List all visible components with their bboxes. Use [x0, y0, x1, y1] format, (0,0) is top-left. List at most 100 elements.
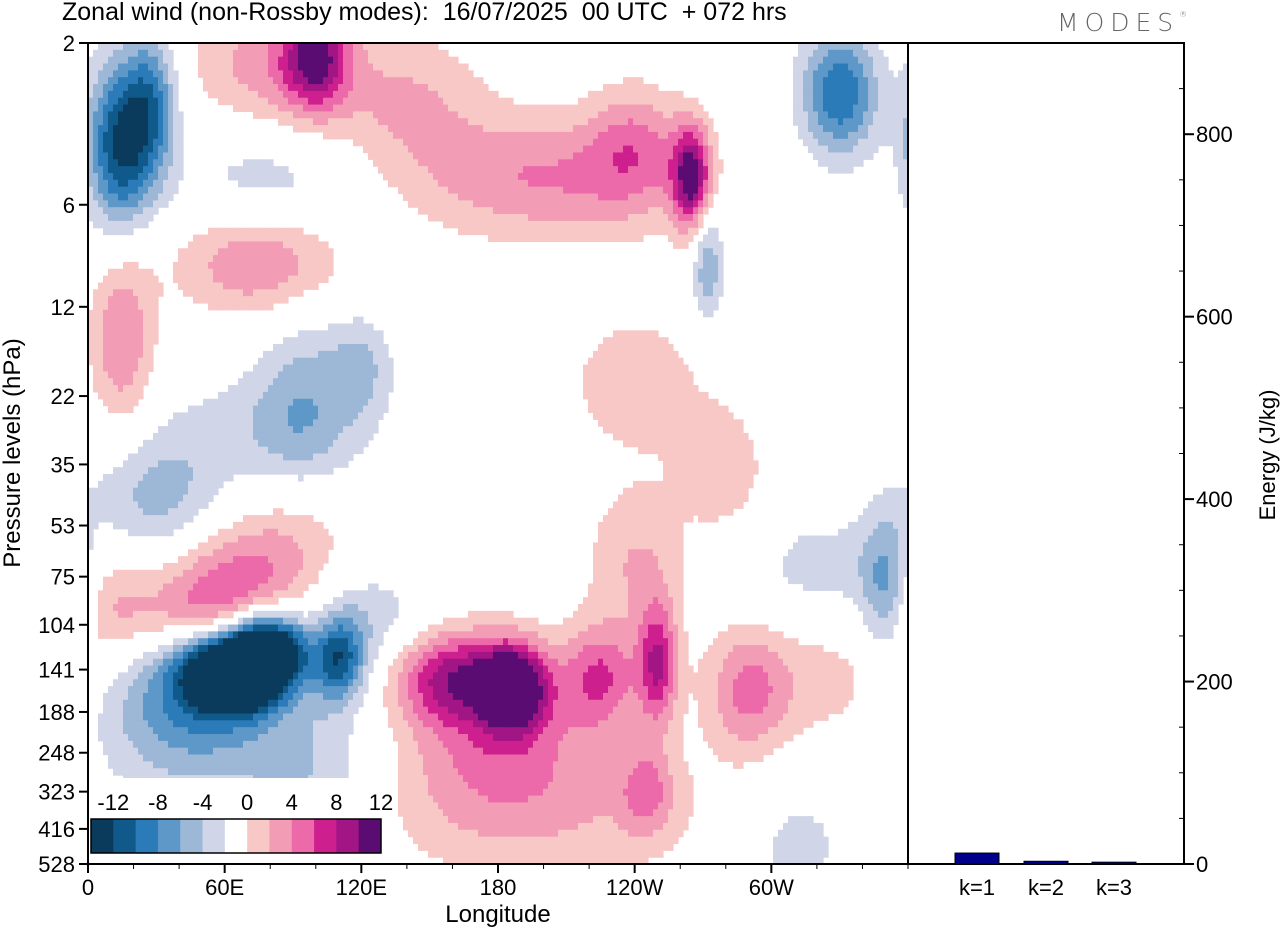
heatmap-cell [663, 214, 669, 222]
heatmap-cell [133, 487, 139, 496]
heatmap-cell [308, 364, 314, 372]
heatmap-cell [198, 296, 204, 304]
heatmap-cell [238, 248, 244, 256]
heatmap-cell [273, 357, 279, 366]
heatmap-cell [698, 508, 704, 516]
heatmap-cell [528, 172, 534, 181]
heatmap-cell [578, 104, 584, 113]
heatmap-cell [153, 508, 159, 516]
heatmap-cell [318, 432, 324, 441]
heatmap-cell [698, 412, 704, 420]
heatmap-cell [393, 145, 399, 154]
heatmap-cell [558, 125, 564, 133]
heatmap-cell [623, 159, 629, 167]
heatmap-cell [693, 453, 699, 461]
heatmap-cell [533, 159, 539, 167]
heatmap-cell [188, 426, 194, 434]
heatmap-cell [663, 166, 669, 174]
heatmap-cell [818, 77, 824, 85]
heatmap-cell [133, 391, 139, 400]
heatmap-cell [513, 104, 519, 113]
heatmap-cell [713, 282, 719, 290]
heatmap-cell [493, 220, 499, 229]
heatmap-cell [148, 56, 154, 65]
heatmap-cell [198, 405, 204, 414]
heatmap-cell [353, 378, 359, 386]
heatmap-cell [648, 145, 654, 154]
heatmap-cell [503, 227, 509, 236]
heatmap-cell [353, 111, 359, 119]
heatmap-cell [193, 453, 199, 461]
heatmap-cell [708, 398, 714, 407]
heatmap-cell [818, 159, 824, 167]
heatmap-cell [283, 398, 289, 407]
heatmap-cell [328, 56, 334, 65]
heatmap-cell [668, 200, 674, 208]
heatmap-cell [848, 49, 854, 58]
heatmap-cell [253, 296, 259, 304]
heatmap-cell [338, 56, 344, 65]
heatmap-cell [213, 419, 219, 427]
heatmap-cell [413, 84, 419, 92]
heatmap-cell [648, 487, 654, 496]
heatmap-cell [458, 193, 464, 201]
heatmap-cell [143, 460, 149, 468]
heatmap-cell [453, 90, 459, 99]
heatmap-cell [503, 104, 509, 113]
heatmap-cell [488, 193, 494, 201]
heatmap-cell [678, 186, 684, 195]
heatmap-cell [658, 172, 664, 181]
heatmap-cell [643, 385, 649, 393]
heatmap-cell [253, 439, 259, 448]
heatmap-cell [308, 84, 314, 92]
heatmap-cell [723, 460, 729, 468]
heatmap-cell [323, 241, 329, 249]
heatmap-cell [663, 145, 669, 154]
heatmap-cell [458, 200, 464, 208]
heatmap-cell [663, 90, 669, 99]
heatmap-cell [868, 56, 874, 65]
heatmap-cell [468, 152, 474, 160]
heatmap-cell [178, 275, 184, 284]
heatmap-cell [93, 501, 99, 509]
heatmap-cell [573, 145, 579, 154]
heatmap-cell [113, 220, 119, 229]
heatmap-cell [513, 207, 519, 215]
heatmap-cell [813, 104, 819, 113]
heatmap-cell [158, 138, 164, 147]
heatmap-cell [513, 111, 519, 119]
heatmap-cell [453, 166, 459, 174]
heatmap-cell [88, 309, 94, 318]
heatmap-cell [138, 316, 144, 325]
heatmap-cell [193, 508, 199, 516]
heatmap-cell [113, 330, 119, 338]
heatmap-cell [238, 385, 244, 393]
heatmap-cell [498, 159, 504, 167]
heatmap-cell [833, 49, 839, 58]
heatmap-cell [823, 77, 829, 85]
heatmap-cell [318, 426, 324, 434]
heatmap-cell [128, 172, 134, 181]
heatmap-cell [123, 159, 129, 167]
heatmap-cell [643, 371, 649, 379]
heatmap-cell [513, 131, 519, 140]
heatmap-cell [728, 446, 734, 455]
heatmap-cell [608, 508, 614, 516]
heatmap-cell [623, 166, 629, 174]
heatmap-cell [378, 77, 384, 85]
heatmap-cell [138, 446, 144, 455]
heatmap-cell [278, 371, 284, 379]
heatmap-cell [868, 501, 874, 509]
heatmap-cell [583, 391, 589, 400]
heatmap-cell [388, 159, 394, 167]
heatmap-cell [458, 166, 464, 174]
heatmap-cell [398, 131, 404, 140]
heatmap-cell [388, 179, 394, 188]
heatmap-cell [408, 77, 414, 85]
heatmap-cell [648, 220, 654, 229]
heatmap-cell [468, 159, 474, 167]
heatmap-cell [163, 474, 169, 482]
heatmap-cell [553, 111, 559, 119]
heatmap-cell [88, 138, 94, 147]
heatmap-cell [588, 200, 594, 208]
